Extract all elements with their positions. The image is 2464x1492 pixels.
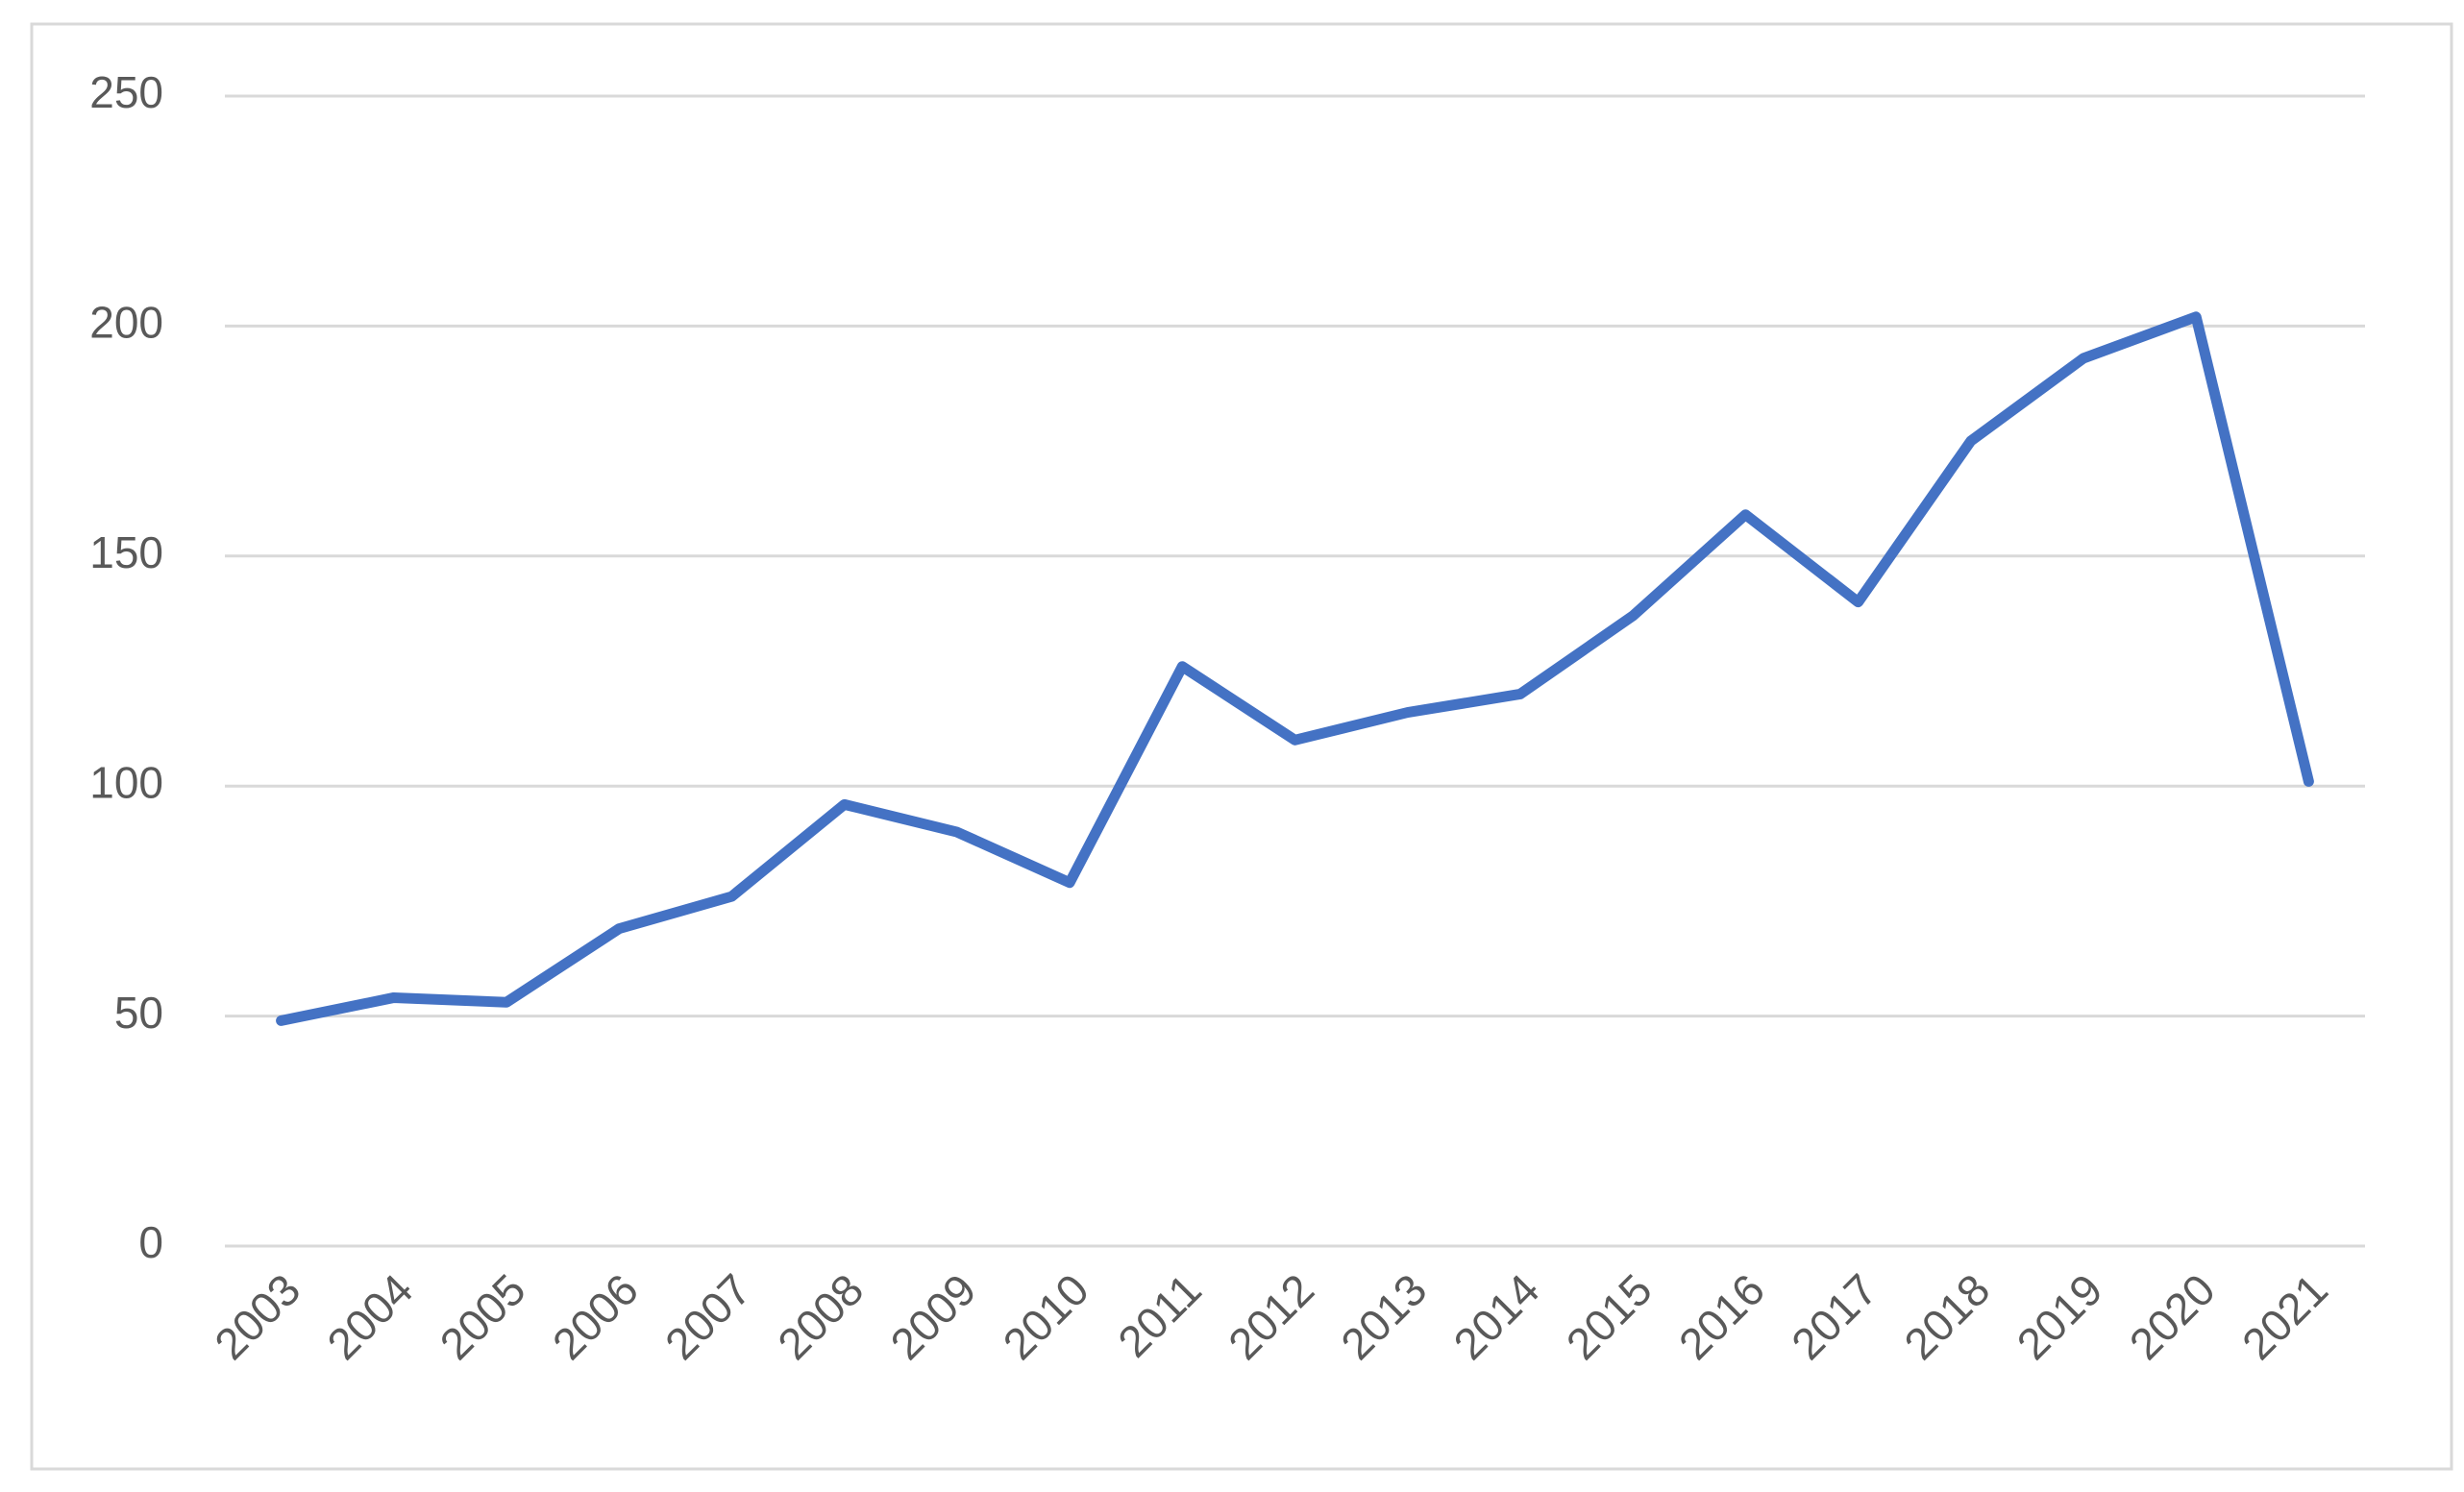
- y-tick-label: 150: [89, 527, 163, 577]
- chart-border: [30, 22, 2453, 1471]
- y-tick-label: 50: [114, 988, 163, 1038]
- y-tick-label: 250: [89, 67, 163, 117]
- y-tick-label: 200: [89, 298, 163, 348]
- y-tick-label: 0: [138, 1217, 163, 1267]
- line-series: [276, 311, 2314, 1026]
- y-tick-label: 100: [89, 757, 163, 807]
